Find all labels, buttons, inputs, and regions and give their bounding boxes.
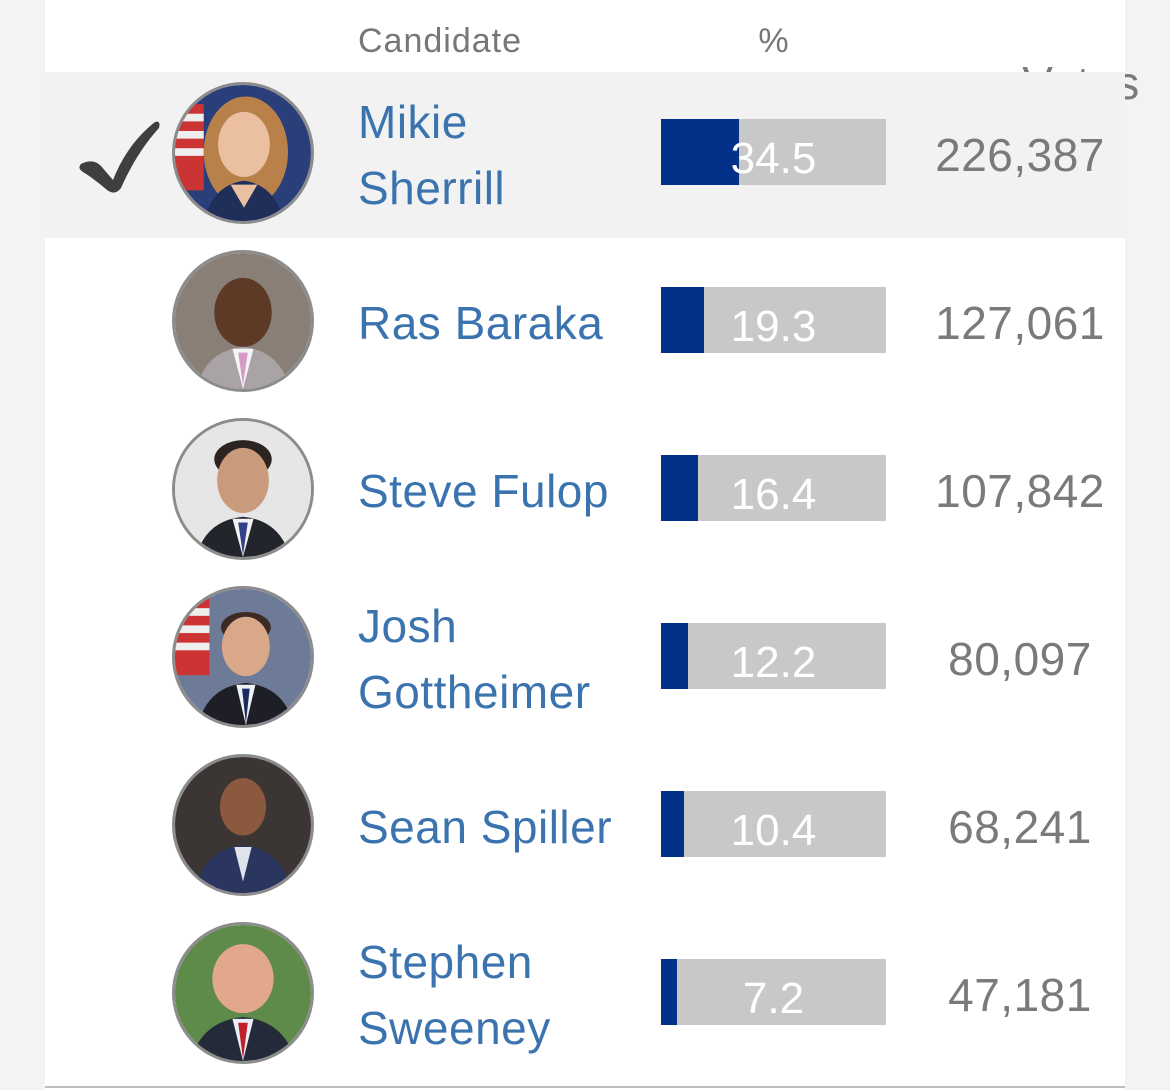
check-icon <box>79 121 160 193</box>
vote-count: 226,387 <box>935 129 1105 181</box>
candidate-avatar <box>172 586 314 728</box>
name-line: Stephen <box>358 936 533 988</box>
candidate-row: Steve Fulop 16.4 107,842 <box>45 408 1125 574</box>
percent-bar-fill <box>661 791 685 857</box>
candidate-row: Ras Baraka 19.3 127,061 <box>45 240 1125 406</box>
percent-bar-fill <box>661 959 678 1025</box>
candidate-name-link[interactable]: Mikie Sherrill <box>358 72 648 238</box>
vote-count: 47,181 <box>948 969 1092 1021</box>
percent-label: 10.4 <box>730 806 817 855</box>
candidate-name-link[interactable]: Stephen Sweeney <box>358 912 648 1078</box>
percent-bar: 34.5 <box>661 119 886 185</box>
name-line: Ras Baraka <box>358 297 604 349</box>
portrait-image <box>175 85 311 221</box>
percent-bar-fill <box>661 623 689 689</box>
name-line: Steve Fulop <box>358 465 609 517</box>
percent-bar-fill <box>661 119 739 185</box>
candidate-avatar <box>172 754 314 896</box>
percent-bar: 19.3 <box>661 287 886 353</box>
candidate-name-link[interactable]: Steve Fulop <box>358 408 648 574</box>
candidate-avatar <box>172 82 314 224</box>
portrait-image <box>175 421 311 557</box>
percent-label: 7.2 <box>742 974 805 1023</box>
candidate-row: Josh Gottheimer 12.2 80,097 <box>45 576 1125 742</box>
percent-label: 19.3 <box>730 302 817 351</box>
vote-count: 80,097 <box>948 633 1092 685</box>
percent-bar: 7.2 <box>661 959 886 1025</box>
name-line: Sweeney <box>358 1002 551 1054</box>
percent-bar-fill <box>661 455 698 521</box>
candidate-row: Sean Spiller 10.4 68,241 <box>45 744 1125 910</box>
bottom-divider <box>45 1086 1125 1088</box>
percent-bar-fill <box>661 287 705 353</box>
candidate-name-link[interactable]: Sean Spiller <box>358 744 648 910</box>
vote-count: 127,061 <box>935 297 1105 349</box>
name-line: Sherrill <box>358 162 506 214</box>
name-line: Josh <box>358 600 458 652</box>
column-header-candidate: Candidate <box>358 22 523 60</box>
percent-bar: 16.4 <box>661 455 886 521</box>
portrait-image <box>175 589 311 725</box>
percent-label: 16.4 <box>730 470 817 519</box>
percent-bar: 10.4 <box>661 791 886 857</box>
name-line: Mikie <box>358 96 468 148</box>
candidate-avatar <box>172 418 314 560</box>
candidate-avatar <box>172 250 314 392</box>
percent-label: 34.5 <box>730 134 817 183</box>
percent-bar: 12.2 <box>661 623 886 689</box>
candidate-name-link[interactable]: Josh Gottheimer <box>358 576 648 742</box>
vote-count: 107,842 <box>935 465 1105 517</box>
portrait-image <box>175 253 311 389</box>
candidate-row: Mikie Sherrill 34.5 226,387 <box>45 72 1125 238</box>
column-header-percent: % <box>758 22 790 60</box>
candidate-row: Stephen Sweeney 7.2 47,181 <box>45 912 1125 1078</box>
vote-count: 68,241 <box>948 801 1092 853</box>
name-line: Sean Spiller <box>358 801 613 853</box>
candidate-avatar <box>172 922 314 1064</box>
candidate-name-link[interactable]: Ras Baraka <box>358 240 648 406</box>
name-line: Gottheimer <box>358 666 591 718</box>
portrait-image <box>175 757 311 893</box>
portrait-image <box>175 925 311 1061</box>
percent-label: 12.2 <box>730 638 817 687</box>
